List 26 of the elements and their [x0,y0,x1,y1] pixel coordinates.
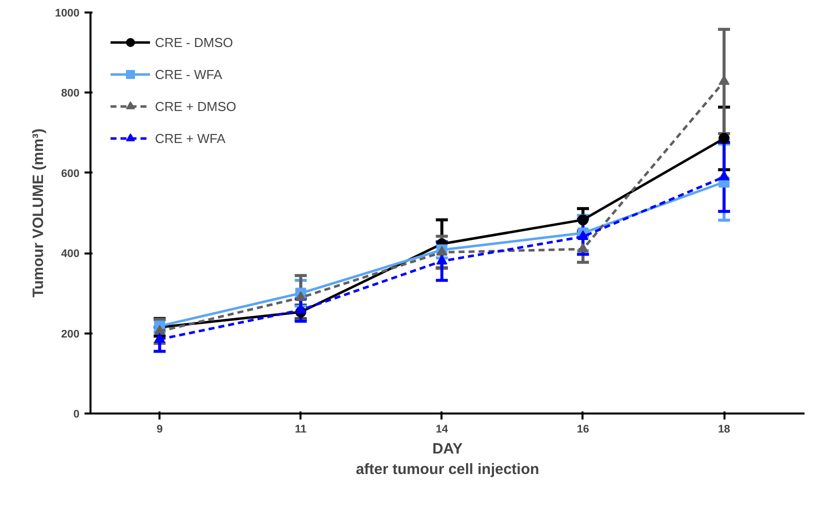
y-axis-title: Tumour VOLUME (mm³) [30,128,48,298]
legend-label: CRE - DMSO [155,34,233,50]
point [577,242,588,252]
x-tick-label: 14 [436,424,449,436]
y-tick-label: 0 [73,408,80,420]
x-axis-title: DAY after tumour cell injection [356,440,540,478]
point [718,132,730,144]
x-tick-label: 16 [576,424,590,436]
x-tick-label: 18 [718,424,730,436]
point [295,291,306,301]
y-tick-label: 400 [61,248,80,260]
point [154,325,166,335]
x-tick-label: 11 [294,424,307,436]
legend-label: CRE + DMSO [155,98,236,114]
point [718,170,730,180]
point [577,214,588,226]
y-tick-label: 1000 [55,8,80,20]
point [577,230,588,240]
legend-label: CRE - WFA [155,66,222,82]
point [436,254,448,265]
y-tick-label: 800 [61,88,80,100]
point [154,333,166,343]
legend-label: CRE + WFA [155,130,226,146]
y-tick-label: 200 [61,328,80,340]
y-tick-label: 600 [61,168,80,180]
x-tick-label: 9 [156,424,163,436]
